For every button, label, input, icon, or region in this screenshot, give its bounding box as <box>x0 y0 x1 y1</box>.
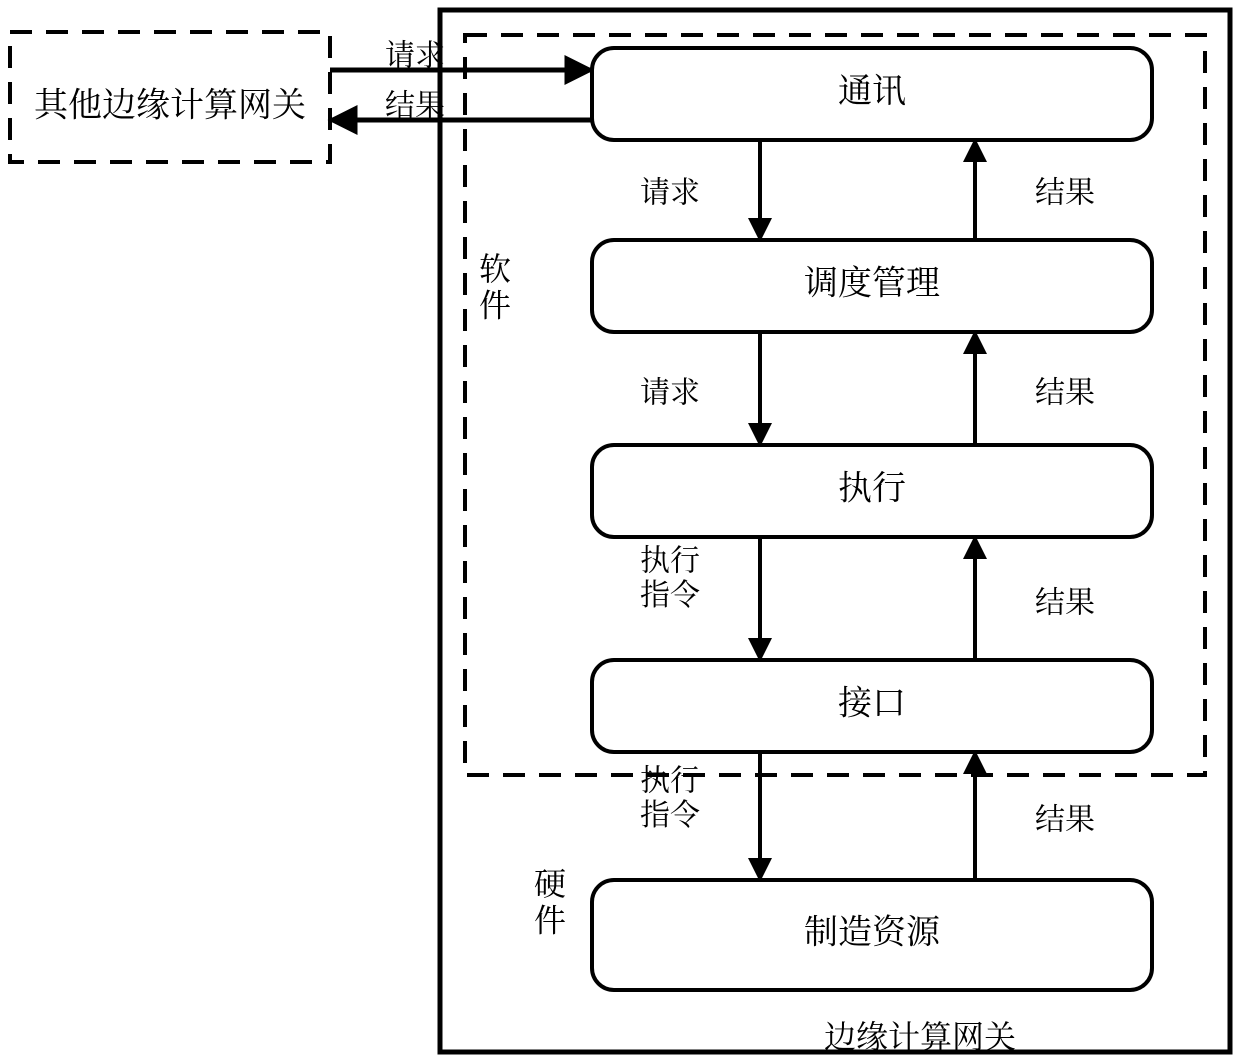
svg-text:调度管理: 调度管理 <box>804 256 940 305</box>
svg-text:结果: 结果 <box>1035 795 1095 839</box>
svg-text:件: 件 <box>534 896 566 942</box>
svg-text:结果: 结果 <box>1035 168 1095 212</box>
svg-text:其他边缘计算网关: 其他边缘计算网关 <box>34 78 306 127</box>
svg-text:指令: 指令 <box>640 790 700 834</box>
svg-text:接口: 接口 <box>838 676 906 725</box>
svg-text:执行: 执行 <box>838 461 906 510</box>
svg-text:结果: 结果 <box>1035 368 1095 412</box>
svg-text:边缘计算网关: 边缘计算网关 <box>824 1012 1016 1058</box>
svg-text:件: 件 <box>479 281 511 327</box>
svg-text:指令: 指令 <box>640 570 700 614</box>
svg-text:制造资源: 制造资源 <box>804 905 941 954</box>
svg-text:请求: 请求 <box>640 168 700 212</box>
edge-gateway-diagram: 通讯调度管理执行接口制造资源 边缘计算网关软件其他边缘计算网关硬件请求结果请求结… <box>0 0 1240 1062</box>
svg-text:结果: 结果 <box>385 81 445 125</box>
svg-text:结果: 结果 <box>1035 578 1095 622</box>
svg-text:请求: 请求 <box>385 31 445 75</box>
svg-text:通讯: 通讯 <box>838 64 906 113</box>
svg-text:请求: 请求 <box>640 368 700 412</box>
